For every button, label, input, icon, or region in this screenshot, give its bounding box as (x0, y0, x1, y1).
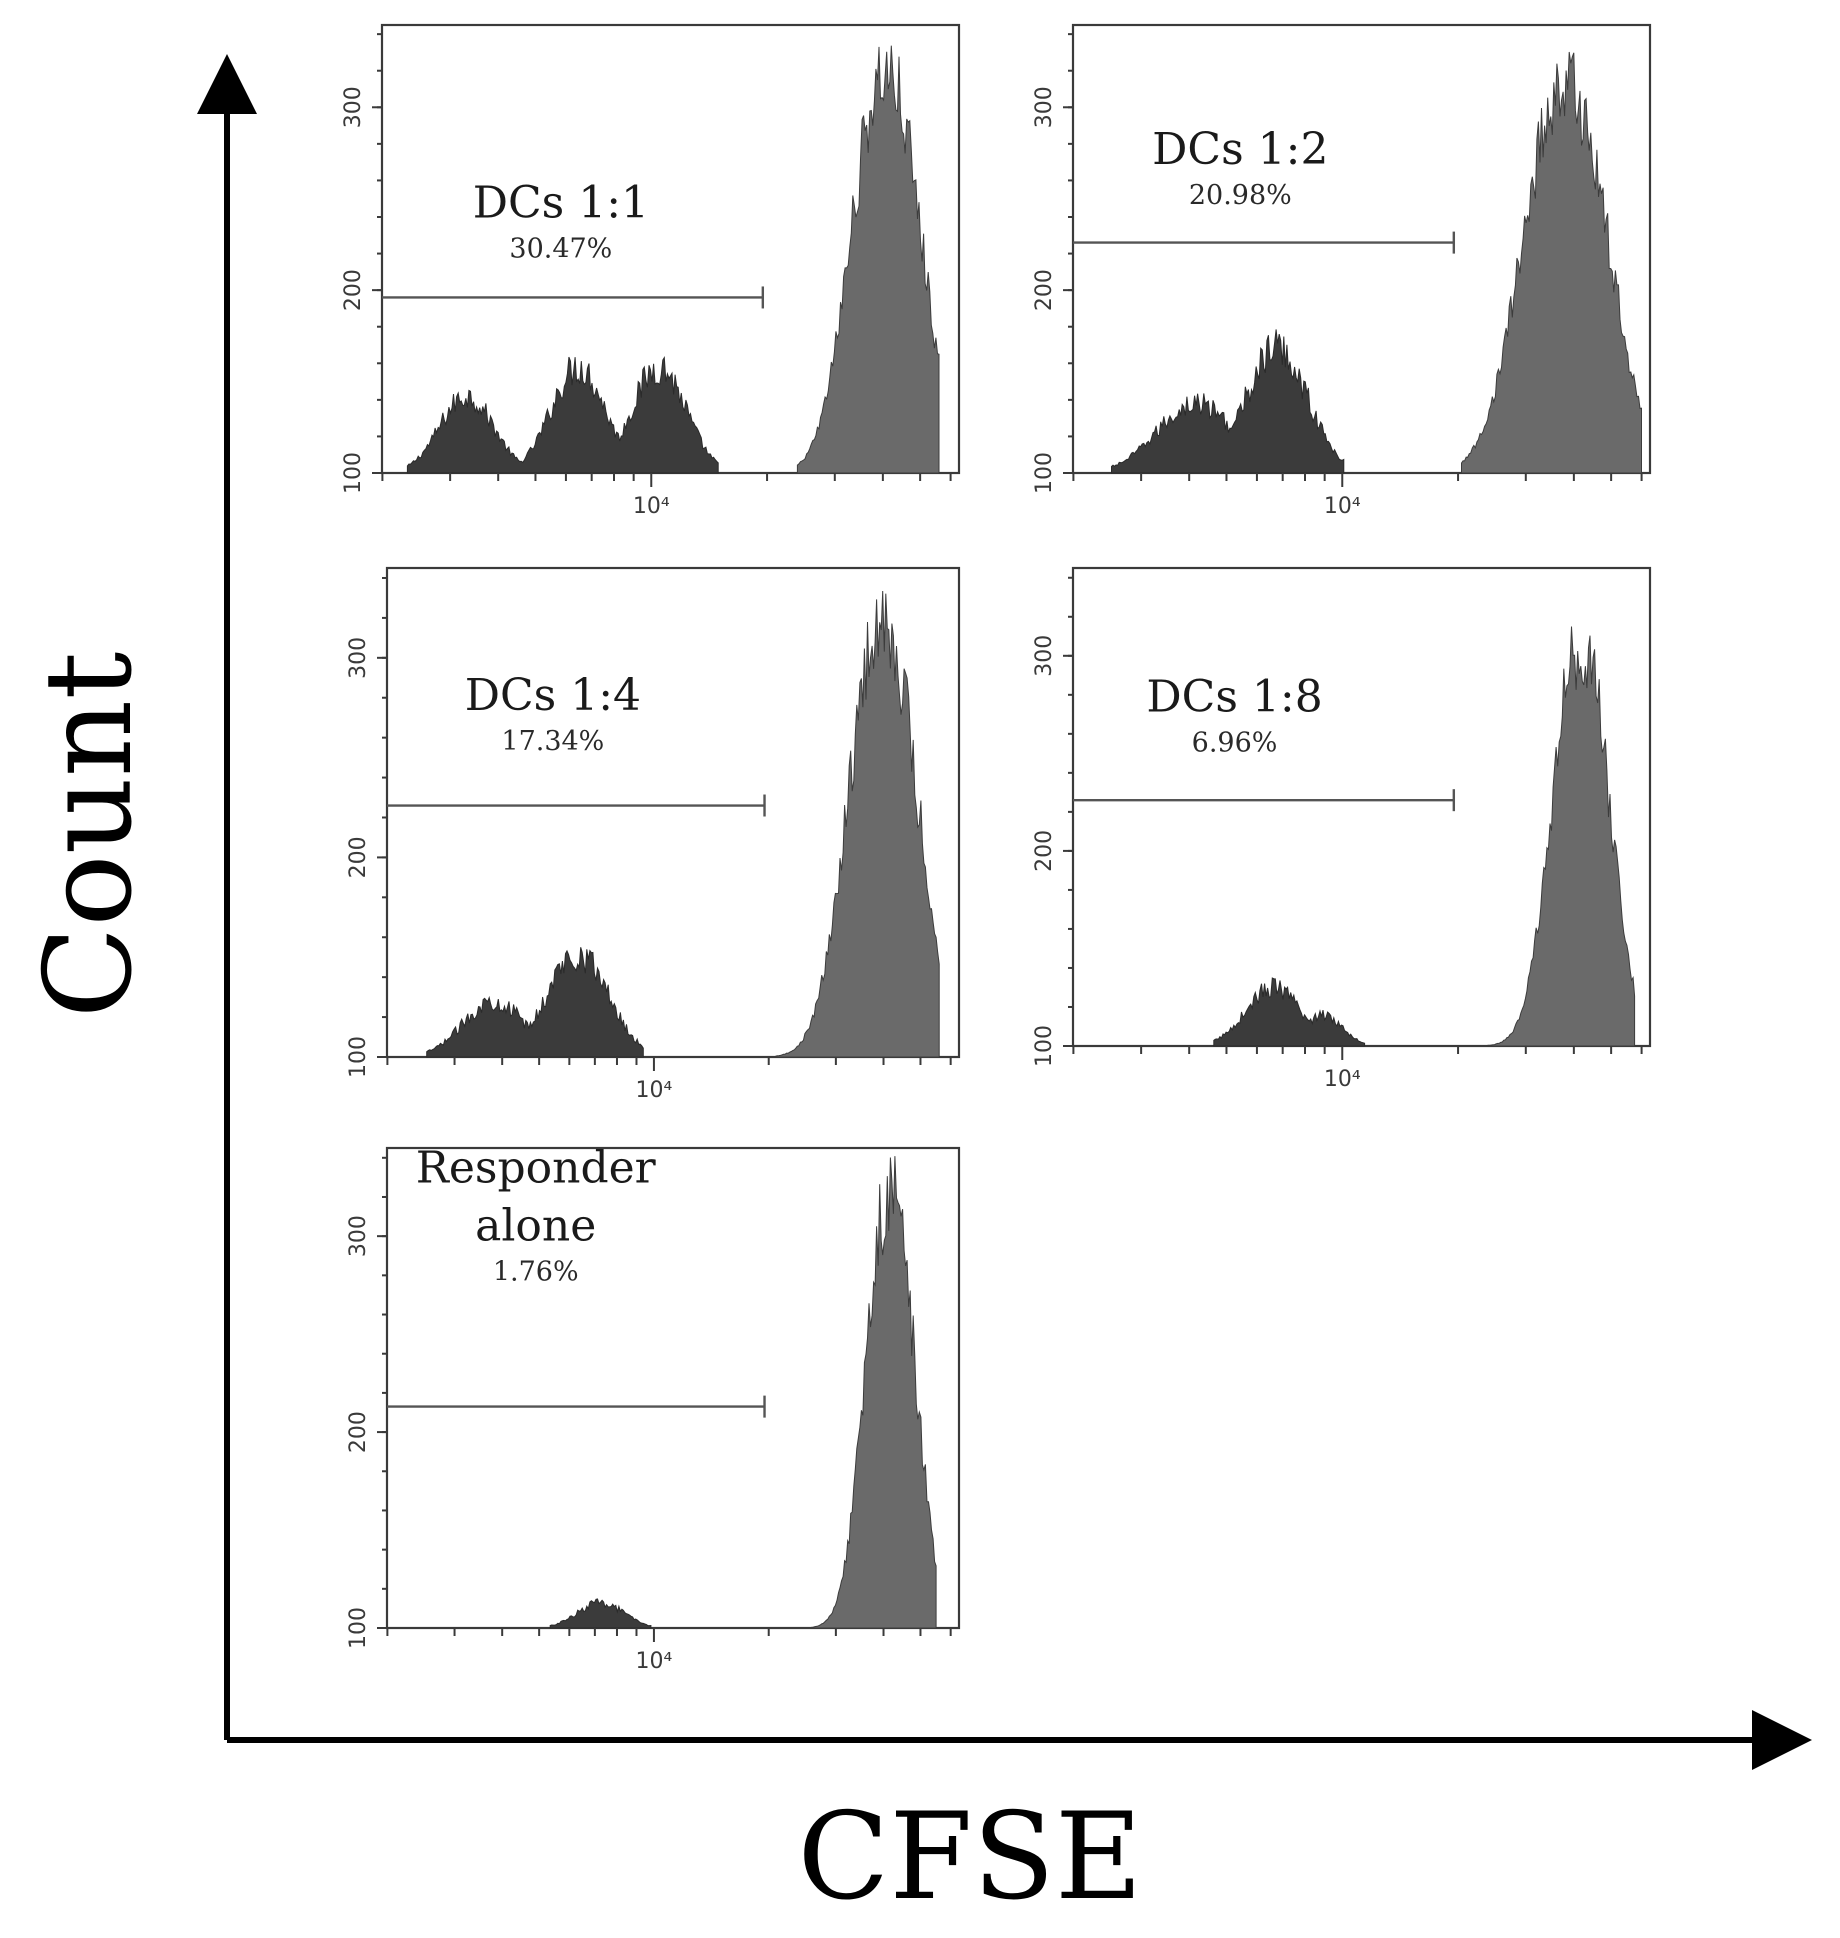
panel-title: DCs 1:1 (473, 178, 649, 229)
histogram-panels: 100 200 300 10⁴ DCs 1:1 30.47% 100 200 300 10⁴ DCs… (341, 23, 1652, 1674)
histogram-panel: 100 200 300 10⁴ DCs 1:1 30.47% (341, 23, 961, 519)
histogram-panel: 100 200 300 10⁴ Responder alone 1.76% (346, 1142, 961, 1674)
x-tick-label: 10⁴ (636, 1649, 673, 1674)
divided-population-histogram (406, 356, 719, 474)
y-tick-label: 300 (341, 86, 366, 128)
x-tick-label: 10⁴ (633, 494, 670, 519)
panel-title: DCs 1:8 (1146, 671, 1322, 722)
divided-population-histogram (549, 1598, 652, 1629)
y-tick-label: 200 (346, 1411, 371, 1453)
y-tick-label: 200 (1032, 269, 1057, 311)
gate-percentage: 17.34% (501, 726, 604, 757)
y-tick-label: 100 (1032, 452, 1057, 494)
histogram-panel: 100 200 300 10⁴ DCs 1:4 17.34% (346, 566, 961, 1103)
gate-percentage: 20.98% (1189, 180, 1292, 211)
y-axis-title: Count (20, 652, 159, 1019)
panel-title: Responder (416, 1142, 657, 1193)
panel-title: DCs 1:4 (465, 670, 641, 721)
undivided-population-histogram (768, 1156, 937, 1629)
gate-percentage: 6.96% (1192, 727, 1278, 758)
x-tick-label: 10⁴ (1324, 494, 1361, 519)
x-tick-label: 10⁴ (636, 1078, 673, 1103)
divided-population-histogram (1213, 977, 1366, 1047)
x-tick-label: 10⁴ (1324, 1067, 1361, 1092)
divided-population-histogram (1111, 329, 1345, 474)
undivided-population-histogram (1461, 51, 1642, 474)
undivided-population-histogram (775, 590, 940, 1058)
x-axis-title: CFSE (798, 1788, 1143, 1927)
y-tick-label: 200 (341, 269, 366, 311)
y-tick-label: 300 (1032, 635, 1057, 677)
y-tick-label: 300 (346, 1215, 371, 1257)
divided-population-histogram (426, 947, 644, 1058)
gate-percentage: 1.76% (493, 1256, 579, 1287)
y-tick-label: 200 (346, 836, 371, 878)
y-tick-label: 100 (346, 1036, 371, 1078)
y-tick-label: 100 (341, 452, 366, 494)
y-tick-label: 100 (346, 1607, 371, 1649)
histogram-panel: 100 200 300 10⁴ DCs 1:2 20.98% (1032, 23, 1652, 519)
panel-title: DCs 1:2 (1152, 124, 1328, 175)
y-tick-label: 200 (1032, 830, 1057, 872)
y-tick-label: 300 (346, 637, 371, 679)
undivided-population-histogram (796, 45, 940, 474)
histogram-panel: 100 200 300 10⁴ DCs 1:8 6.96% (1032, 566, 1652, 1092)
y-tick-label: 100 (1032, 1025, 1057, 1067)
undivided-population-histogram (1480, 626, 1636, 1047)
gate-percentage: 30.47% (509, 234, 612, 265)
y-tick-label: 300 (1032, 86, 1057, 128)
panel-title: alone (475, 1200, 596, 1251)
